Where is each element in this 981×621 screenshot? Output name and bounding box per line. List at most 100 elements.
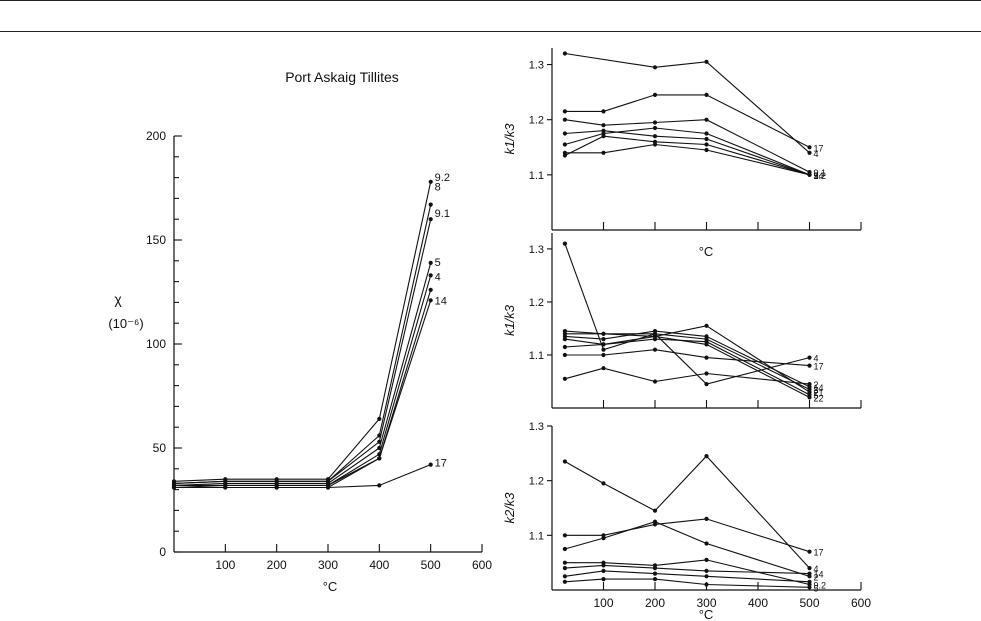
chart3-data-point [652, 519, 658, 524]
chart2-data-point [562, 241, 568, 246]
chart2-data-point [562, 376, 568, 381]
chart1-data-point [601, 150, 606, 155]
chart3-data-point [601, 577, 606, 582]
chart0-data-point [377, 483, 382, 488]
chart0-data-point [428, 298, 433, 303]
chart3-data-point [652, 571, 658, 576]
chart2-series-label: 2 [814, 380, 819, 390]
chart3-data-point [562, 579, 568, 584]
chart3-data-point [652, 577, 658, 582]
chart3-data-point [562, 566, 568, 571]
chart2-data-point [601, 352, 606, 358]
chart1-data-point [704, 131, 709, 136]
chart1-series-line [564, 135, 810, 176]
chart1-series-label: 14 [814, 171, 824, 181]
chart3-ylabel: k2/k3 [502, 492, 517, 524]
chart0-y-tick-label: 0 [159, 545, 166, 559]
chart0-series-label: 5 [435, 257, 441, 269]
chart0-data-point [377, 416, 382, 421]
chart1-data-point [704, 147, 709, 153]
chart1-data-point [652, 142, 658, 147]
chart1-data-point [652, 134, 658, 139]
chart0-series-line [174, 275, 432, 486]
chart3-x-tick-label: 500 [799, 596, 819, 610]
chart3-data-point [562, 574, 568, 579]
chart0-x-tick-label: 200 [267, 558, 287, 572]
chart2-data-point [704, 323, 709, 328]
chart3-data-point [562, 546, 568, 552]
chart2-data-point [601, 366, 606, 371]
chart1-data-point [562, 51, 568, 56]
chart2-data-point [652, 347, 658, 352]
chart2-series-line [564, 325, 810, 393]
chart0-data-point [428, 462, 433, 467]
chart1-data-point [652, 125, 658, 131]
chart2-series-label: 5 [814, 391, 819, 401]
chart3-y-tick-label: 1.2 [529, 476, 544, 488]
chart0-data-point [428, 217, 433, 222]
chart3-y-tick-label: 1.1 [529, 530, 544, 542]
chart2-series-label: 22 [814, 393, 824, 403]
chart3-x-tick-label: 300 [696, 596, 716, 610]
chart2-data-point [807, 355, 812, 360]
chart3-data-point [704, 568, 709, 574]
chart3-data-point [704, 541, 709, 546]
chart0-series-label: 9.1 [435, 208, 450, 220]
chart3-x-tick-label: 400 [748, 596, 768, 610]
chart1-data-point [652, 65, 658, 70]
chart0-series-label: 9.2 [435, 172, 450, 184]
chart1-series-label: 4 [814, 149, 819, 159]
chart1-data-point [704, 92, 709, 97]
chart0-series-label: 14 [435, 295, 447, 307]
chart0-data-point [171, 485, 177, 490]
chart2-data-point [807, 395, 812, 400]
chart1-data-point [562, 150, 568, 155]
chart3-series-label: 4 [814, 564, 819, 574]
chart1-data-point [807, 172, 812, 177]
chart0-series-line [173, 262, 432, 486]
chart0-y-tick-label: 100 [146, 337, 166, 351]
chart1-series-label: 9.2 [814, 171, 827, 181]
chart3-data-point [652, 566, 658, 571]
chart3-series-label: 9.2 [814, 581, 827, 591]
chart0-series-line [174, 464, 431, 489]
chart0-series-label: 17 [435, 458, 447, 470]
chart3-data-point [807, 571, 812, 576]
chart3-x-tick-label: 600 [851, 596, 871, 610]
chart1-series-label: 17 [814, 143, 824, 153]
chart0-x-tick-label: 100 [215, 558, 235, 572]
chart2-data-point [807, 363, 812, 368]
chart0-xlabel: °C [323, 579, 338, 594]
chart1-data-point [601, 109, 606, 114]
chart1-data-point [704, 142, 709, 147]
chart0-series-label: 8 [435, 182, 441, 194]
chart3-series-label: 5 [814, 583, 819, 593]
chart2-data-point [704, 382, 709, 387]
chart2-data-point [601, 331, 606, 336]
chart3-data-point [807, 585, 812, 590]
chart0-data-point [428, 273, 433, 278]
chart3-data-point [704, 582, 709, 587]
chart1-series-line [564, 52, 810, 154]
chart-title: Port Askaig Tillites [285, 69, 399, 85]
chart1-data-point [807, 145, 812, 150]
chart0-series-line [174, 300, 432, 489]
chart3-series-line [564, 455, 810, 569]
chart0-data-point [274, 485, 279, 490]
chart1-xlabel: °C [699, 244, 714, 259]
chart0-series-label: 4 [435, 271, 441, 283]
chart1-y-tick-label: 1.1 [529, 170, 544, 182]
chart2-data-point [704, 334, 709, 339]
chart1-data-point [562, 117, 568, 122]
chart2-data-point [562, 344, 568, 350]
chart0-data-point [325, 485, 331, 490]
chart2-y-tick-label: 1.2 [529, 297, 544, 309]
chart2-y-tick-label: 1.1 [529, 350, 544, 362]
chart2-series-label: 14 [814, 383, 824, 393]
chart3-data-point [704, 574, 709, 579]
chart0-x-tick-label: 500 [421, 558, 441, 572]
chart3-series-label: 2 [814, 572, 819, 582]
chart1-series-label: 5 [814, 171, 819, 181]
chart2-data-point [652, 379, 658, 384]
